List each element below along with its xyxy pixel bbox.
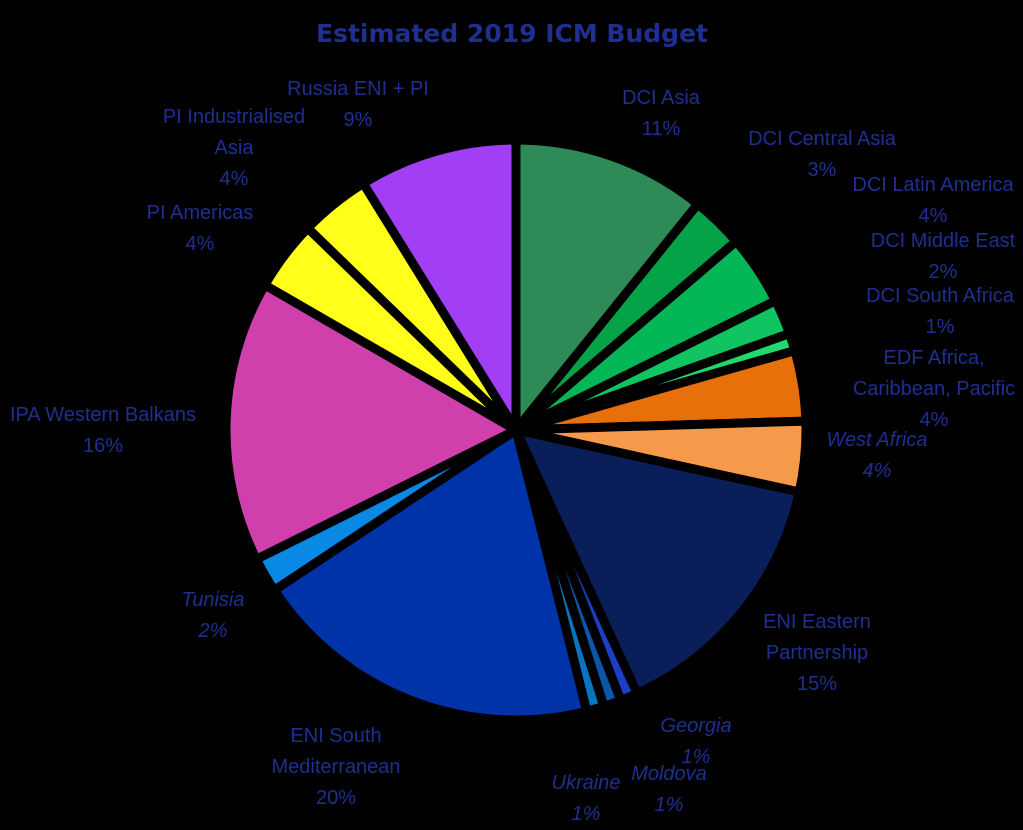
pie-label-tunisia: Tunisia 2% [182,589,245,642]
pie-label-moldova: Moldova 1% [631,763,707,816]
pie-label-west-africa: West Africa 4% [826,429,927,482]
pie-label-pi-americas: PI Americas 4% [147,202,254,255]
pie-label-russia-eni-pi: Russia ENI + PI 9% [287,78,429,131]
pie-label-edf-africa-caribbean-pacific: EDF Africa, Caribbean, Pacific 4% [853,347,1015,431]
pie-labels: DCI Asia 11% DCI Central Asia 3%DCI Latin A… [10,78,1016,825]
pie-label-eni-south-mediterranean: ENI South Mediterranean 20% [272,725,401,809]
pie-label-dci-latin-america: DCI Latin America 4% [852,174,1014,227]
pie-slice-eni-south-mediterranean [269,425,592,725]
pie-label-georgia: Georgia 1% [660,715,731,768]
pie-label-dci-central-asia: DCI Central Asia 3% [748,128,897,181]
pie-label-ukraine: Ukraine 1% [552,772,621,825]
pie-slice-eni-eastern-partnership [511,425,804,698]
pie-slice-ipa-western-balkans [221,280,521,564]
pie-slices [221,135,811,725]
pie-label-eni-eastern-partnership: ENI Eastern Partnership 15% [763,611,871,695]
pie-slice-russia-eni-pi [358,135,521,435]
pie-label-pi-industrialised-asia: PI Industrialised Asia 4% [163,106,305,190]
chart-title: Estimated 2019 ICM Budget [316,19,708,48]
pie-label-dci-asia: DCI Asia 11% [622,87,701,140]
pie-label-dci-middle-east: DCI Middle East 2% [871,230,1016,283]
pie-label-ipa-western-balkans: IPA Western Balkans 16% [10,404,196,457]
pie-slice-dci-asia [511,135,703,435]
pie-label-dci-south-africa: DCI South Africa 1% [866,285,1015,338]
